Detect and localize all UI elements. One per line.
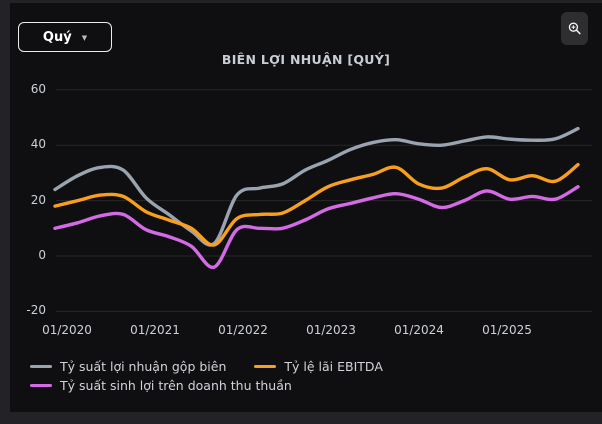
- period-dropdown-label: Quý: [42, 29, 72, 45]
- legend: Tỷ suất lợi nhuận gộp biên Tỷ lệ lãi EBI…: [30, 357, 590, 395]
- legend-swatch: [30, 364, 52, 369]
- y-axis-tick-label: 20: [30, 192, 46, 207]
- legend-row: Tỷ suất lợi nhuận gộp biên Tỷ lệ lãi EBI…: [30, 357, 590, 376]
- legend-swatch: [254, 364, 277, 369]
- x-axis-tick-label: 01/2021: [130, 323, 180, 337]
- chevron-down-icon: ▼: [81, 33, 88, 42]
- zoom-in-button[interactable]: [561, 12, 588, 45]
- x-axis-tick-label: 01/2025: [482, 323, 532, 337]
- zoom-in-icon: [568, 22, 581, 35]
- legend-swatch: [30, 383, 52, 388]
- y-axis-tick-label: 0: [38, 248, 46, 262]
- x-axis-tick-label: 01/2024: [394, 323, 444, 337]
- legend-item-label: Tỷ suất lợi nhuận gộp biên: [60, 359, 227, 374]
- legend-row: Tỷ suất sinh lợi trên doanh thu thuần: [30, 376, 590, 395]
- legend-item-ebitda-margin[interactable]: Tỷ lệ lãi EBITDA: [254, 359, 383, 374]
- x-axis-tick-label: 01/2022: [218, 323, 268, 337]
- y-axis-tick-label: 60: [30, 81, 46, 96]
- legend-item-gross-margin[interactable]: Tỷ suất lợi nhuận gộp biên: [30, 359, 226, 374]
- y-axis-tick-label: -20: [26, 303, 46, 318]
- legend-item-label: Tỷ lệ lãi EBITDA: [284, 359, 383, 374]
- chart-title: BIÊN LỢI NHUẬN [QUÝ]: [221, 52, 391, 67]
- x-axis-tick-label: 01/2023: [306, 323, 356, 337]
- legend-item-net-margin[interactable]: Tỷ suất sinh lợi trên doanh thu thuần: [30, 378, 292, 393]
- period-dropdown[interactable]: Quý ▼: [18, 22, 112, 52]
- legend-item-label: Tỷ suất sinh lợi trên doanh thu thuần: [60, 378, 292, 393]
- x-axis-tick-label: 01/2020: [42, 323, 92, 337]
- y-axis-tick-label: 40: [30, 137, 46, 152]
